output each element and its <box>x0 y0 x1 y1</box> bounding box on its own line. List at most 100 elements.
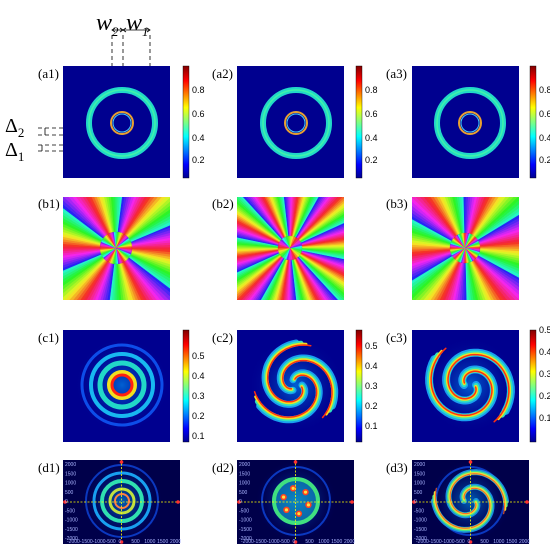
d-xtick: -500 <box>106 539 116 545</box>
d-xtick: -1000 <box>93 539 106 545</box>
d-xtick: -1500 <box>254 539 267 545</box>
svg-text:0.8: 0.8 <box>539 85 550 95</box>
svg-text:0.3: 0.3 <box>192 391 205 401</box>
panel-a2: (a2) 0.8 0.6 0.4 0.2 <box>212 65 378 179</box>
d-ytick: 2000 <box>65 462 76 468</box>
svg-text:0.6: 0.6 <box>365 109 378 119</box>
d-xtick: 500 <box>131 539 140 545</box>
d-xtick: 500 <box>305 539 314 545</box>
a3-colorbar <box>529 65 537 179</box>
panel-label-a1: (a1) <box>38 66 59 81</box>
panel-label-b2: (b2) <box>212 196 234 211</box>
d-ytick: -1000 <box>65 518 78 524</box>
d-xtick: 0 <box>293 539 296 545</box>
svg-text:0.2: 0.2 <box>539 155 550 165</box>
svg-text:0.4: 0.4 <box>539 133 550 143</box>
svg-text:0.4: 0.4 <box>539 347 550 357</box>
svg-text:0.6: 0.6 <box>539 109 550 119</box>
d-ytick: -1500 <box>239 527 252 533</box>
d-xtick: 1000 <box>144 539 155 545</box>
d2-spots <box>280 485 312 517</box>
d-xtick: 2000 <box>344 539 355 545</box>
panel-b2: (b2) <box>212 196 344 300</box>
d-ytick: -1000 <box>239 518 252 524</box>
d-xtick: -1000 <box>267 539 280 545</box>
svg-text:0.8: 0.8 <box>192 85 205 95</box>
delta-annotations: Δ2 Δ1 <box>5 115 120 164</box>
d-xtick: -2000 <box>241 539 254 545</box>
d-ytick: 1000 <box>414 481 425 487</box>
svg-text:0.2: 0.2 <box>539 391 550 401</box>
a1-inner-ring <box>110 111 134 135</box>
d-ytick: 1500 <box>239 471 250 477</box>
d-xtick: -1000 <box>442 539 455 545</box>
d-ytick: -500 <box>239 508 249 514</box>
b2-phase-map <box>237 197 344 300</box>
panel-label-b3: (b3) <box>386 196 408 211</box>
panel-a1: (a1) 0.8 0.6 0.4 0.2 <box>38 65 205 179</box>
d-xtick: 1000 <box>493 539 504 545</box>
svg-text:0.4: 0.4 <box>192 133 205 143</box>
c3-spiral-arms <box>425 347 515 423</box>
panel-b1: (b1) <box>38 196 170 300</box>
svg-text:0.5: 0.5 <box>365 341 378 351</box>
d-xtick: -1500 <box>429 539 442 545</box>
d-xtick: 500 <box>480 539 489 545</box>
panel-label-d1: (d1) <box>38 460 60 475</box>
d-ytick: -2000 <box>239 536 252 542</box>
panel-label-b1: (b1) <box>38 196 60 211</box>
d-xtick: 2000 <box>170 539 181 545</box>
d-xtick: 1500 <box>157 539 168 545</box>
b3-phase-map <box>412 197 519 300</box>
d-ytick: 1000 <box>65 481 76 487</box>
delta2-label: Δ2 <box>5 115 24 140</box>
c3-colorbar <box>529 329 537 443</box>
d-xtick: 1500 <box>506 539 517 545</box>
panel-d2: (d2) 2000150010005000-500-1000-1500-2000… <box>212 460 355 545</box>
panel-label-a3: (a3) <box>386 66 407 81</box>
d-xtick: 2000 <box>519 539 530 545</box>
d-ytick: -1500 <box>65 527 78 533</box>
svg-text:0.6: 0.6 <box>192 109 205 119</box>
c2-colorbar <box>355 329 363 443</box>
d-ytick: 500 <box>65 490 74 496</box>
svg-text:0.2: 0.2 <box>192 411 205 421</box>
d-ytick: 0 <box>414 499 417 505</box>
panel-c3: (c3) 0.5 0.4 0.3 0.2 0.1 <box>386 325 550 443</box>
d-xtick: -2000 <box>416 539 429 545</box>
d-ytick: -2000 <box>414 536 427 542</box>
d-ytick: -500 <box>65 508 75 514</box>
svg-text:0.2: 0.2 <box>365 155 378 165</box>
panel-label-a2: (a2) <box>212 66 233 81</box>
d-ytick: -1500 <box>414 527 427 533</box>
svg-text:0.8: 0.8 <box>365 85 378 95</box>
svg-text:0.1: 0.1 <box>192 431 205 441</box>
d-ytick: 1500 <box>414 471 425 477</box>
panel-d3: (d3) 2000150010005000-500-1000-1500-2000… <box>386 460 530 545</box>
d-ytick: -2000 <box>65 536 78 542</box>
d-xtick: -500 <box>280 539 290 545</box>
d-ytick: 0 <box>65 499 68 505</box>
d-ytick: -1000 <box>414 518 427 524</box>
svg-text:0.4: 0.4 <box>365 133 378 143</box>
svg-text:0.3: 0.3 <box>365 381 378 391</box>
svg-text:0.5: 0.5 <box>539 325 550 335</box>
d-xtick: -2000 <box>67 539 80 545</box>
d-xtick: -1500 <box>80 539 93 545</box>
b1-phase-map <box>63 197 170 300</box>
d-xtick: 1500 <box>331 539 342 545</box>
d-ytick: 1500 <box>65 471 76 477</box>
d-xtick: 0 <box>468 539 471 545</box>
d-xtick: -500 <box>455 539 465 545</box>
panel-label-d3: (d3) <box>386 460 408 475</box>
a1-colorbar <box>182 65 190 179</box>
c2-spiral-arms <box>253 339 339 424</box>
panel-label-c1: (c1) <box>38 330 59 345</box>
c1-core-ring <box>110 373 134 397</box>
a2-colorbar <box>355 65 363 179</box>
svg-text:0.5: 0.5 <box>192 351 205 361</box>
d-ytick: 1000 <box>239 481 250 487</box>
svg-text:0.3: 0.3 <box>539 369 550 379</box>
panel-label-c3: (c3) <box>386 330 407 345</box>
